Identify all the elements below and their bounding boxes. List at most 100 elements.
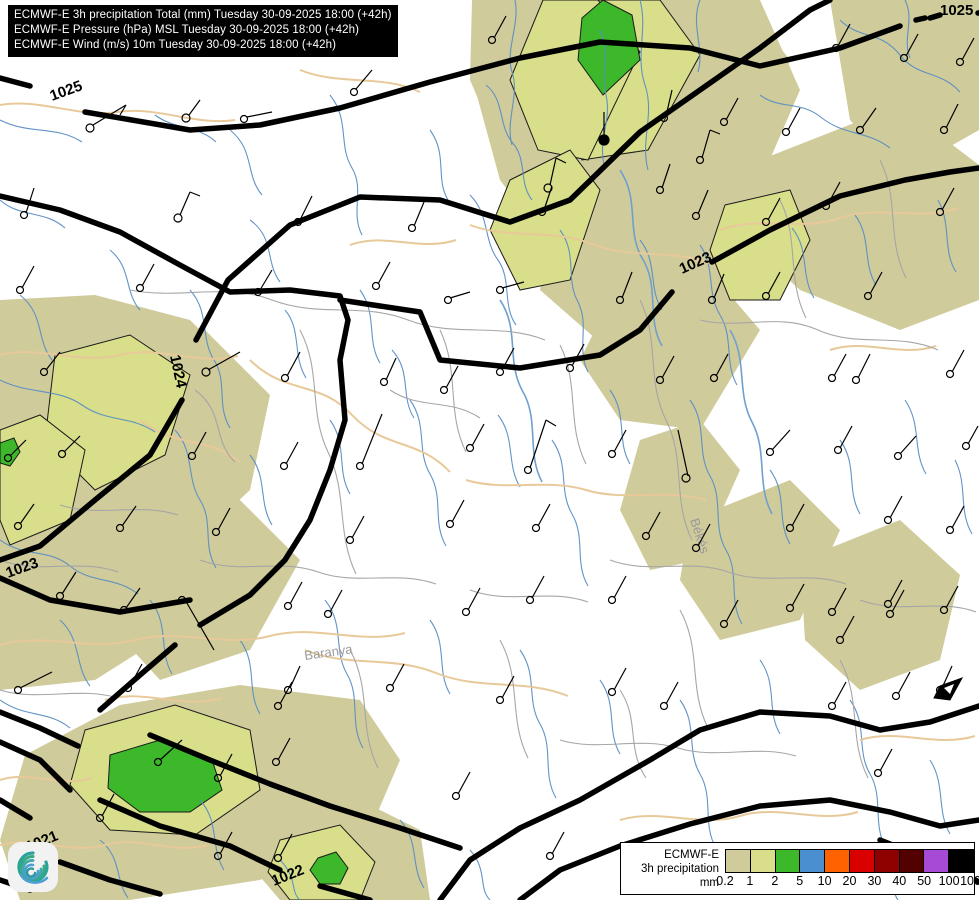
wind-barb-layer[interactable] <box>3 15 979 863</box>
wind-barb <box>761 197 781 227</box>
legend-tick-20: 20 <box>842 873 857 888</box>
legend-swatch-0 <box>726 849 751 872</box>
wind-barb <box>695 129 721 165</box>
wind-barb <box>153 739 183 767</box>
wind-barb <box>531 503 551 533</box>
wind-barb <box>355 413 383 471</box>
admin-borders <box>0 159 977 779</box>
wind-barb <box>385 663 405 693</box>
forecast-title-overlay: ECMWF-E 3h precipitation Total (mm) Tues… <box>8 5 398 57</box>
wind-barb <box>323 589 343 619</box>
wind-barb <box>641 511 661 541</box>
wind-barb <box>461 587 481 617</box>
wind-barb <box>935 187 955 217</box>
wind-barb <box>293 195 313 227</box>
wind-barb <box>607 667 627 697</box>
legend-scale: 0.2 1 2 5 10 20 30 40 50 1001000 <box>716 847 979 891</box>
wind-barb <box>961 425 979 451</box>
legend-unit: mm <box>699 876 719 889</box>
wind-barb <box>565 343 585 373</box>
wind-barb <box>115 505 137 533</box>
wind-barb <box>598 112 610 146</box>
wind-barb <box>939 103 959 135</box>
wind-barb <box>785 583 805 613</box>
wind-barb <box>95 793 115 823</box>
wind-barb <box>659 681 679 711</box>
wind-barb <box>379 357 397 387</box>
isobar-label-1024: 1024 <box>166 353 190 390</box>
wind-barb <box>883 495 903 525</box>
legend-tick-2: 2 <box>771 873 779 888</box>
wind-barb <box>495 675 515 705</box>
wind-barb <box>181 99 201 123</box>
wind-barb <box>831 23 851 53</box>
wind-barb <box>123 663 143 693</box>
wind-barb <box>781 107 801 137</box>
wind-barb <box>955 37 975 67</box>
legend-color-swatches <box>725 848 974 873</box>
wind-barb <box>371 261 391 291</box>
wind-barb <box>211 507 231 537</box>
wind-barb <box>55 571 77 601</box>
precipitation-legend[interactable]: ECMWF-E 3h precipitation mm 0.2 1 2 5 10 20 30… <box>620 842 979 895</box>
wind-barb <box>537 185 553 217</box>
legend-tick-1: 1 <box>746 873 754 888</box>
wind-barb <box>280 351 301 383</box>
wind-barb <box>655 355 675 385</box>
wind-barb <box>691 523 711 553</box>
wind-barb <box>39 351 61 377</box>
precip-layer-2mm <box>0 0 641 885</box>
legend-swatch-8 <box>924 849 950 872</box>
isobar-label-1025-right: 1025 <box>940 2 973 19</box>
wind-barb <box>439 365 459 395</box>
legend-model: ECMWF-E <box>664 848 719 861</box>
wind-barb <box>279 441 299 471</box>
legend-tick-1000: 1000 <box>960 873 979 888</box>
wind-barb <box>349 69 373 97</box>
wind-barb <box>13 503 35 531</box>
wind-barb <box>655 163 671 195</box>
wind-barb <box>57 435 81 459</box>
wind-barb <box>213 753 233 783</box>
legend-tick-30: 30 <box>867 873 882 888</box>
title-line-wind: ECMWF-E Wind (m/s) 10m Tuesday 30-09-202… <box>14 39 337 51</box>
road-network <box>0 69 976 849</box>
wind-barb <box>187 431 207 461</box>
wind-barb <box>543 157 567 193</box>
wind-barb <box>899 33 919 63</box>
wind-barb <box>135 263 155 293</box>
legend-caption: ECMWF-E 3h precipitation mm <box>621 848 725 890</box>
wind-barb <box>119 587 141 615</box>
wind-barb <box>827 681 847 711</box>
wind-barb <box>13 671 53 695</box>
wind-barb <box>487 15 507 45</box>
wind-barb <box>945 349 965 379</box>
wind-barb <box>615 271 633 305</box>
wind-barb <box>283 581 303 611</box>
wind-barb <box>201 351 241 377</box>
wind-barb <box>719 599 739 629</box>
legend-swatch-5 <box>849 849 875 872</box>
legend-swatch-9 <box>949 849 973 872</box>
title-line-precipitation: ECMWF-E 3h precipitation Total (mm) Tues… <box>14 9 392 21</box>
legend-swatch-3 <box>800 849 826 872</box>
wind-barb <box>3 439 27 463</box>
wind-barb <box>271 737 291 767</box>
title-line-pressure: ECMWF-E Pressure (hPa) MSL Tuesday 30-09… <box>14 24 360 36</box>
wind-barb <box>19 187 35 220</box>
wind-barb <box>239 111 273 124</box>
wind-barb <box>765 429 791 457</box>
wind-barb <box>709 353 729 383</box>
wind-barb <box>173 191 201 223</box>
windy-spiral-icon <box>17 851 49 884</box>
wind-barb <box>891 671 911 701</box>
point-of-interest-marker[interactable] <box>933 677 964 701</box>
wind-barb <box>659 89 673 123</box>
brand-logo[interactable] <box>8 842 58 892</box>
wind-barb <box>707 273 725 305</box>
wind-barb <box>85 104 127 133</box>
